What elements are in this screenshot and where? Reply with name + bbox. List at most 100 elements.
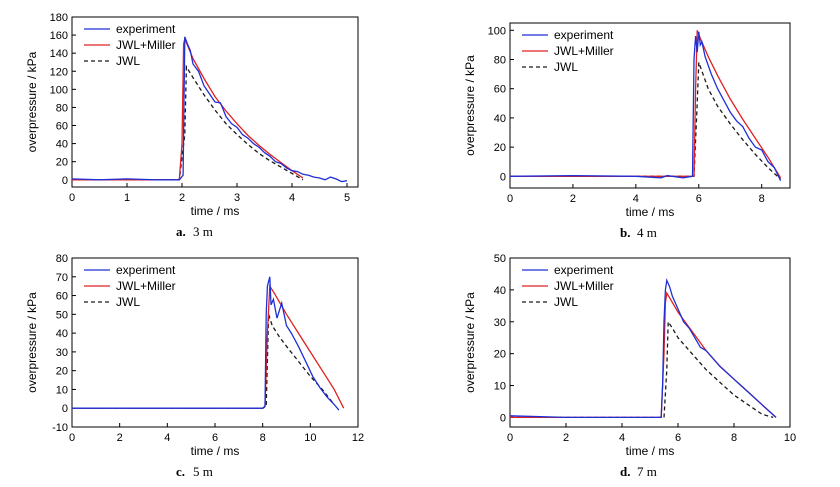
x-tick-label: 10: [784, 432, 796, 444]
series-line-jwl: [72, 314, 335, 409]
chart-panel-1: 0 1 2 3 4 5 0 20 40 60 80 100 120 140 160 180 time / ms o…: [25, 12, 359, 239]
series-line-jwl-miller: [72, 36, 304, 181]
y-tick-label: 20: [56, 157, 68, 169]
panel-caption-letter: b.: [620, 225, 630, 240]
legend-label: experiment: [554, 263, 614, 277]
series-line-experiment: [72, 36, 348, 183]
legend-label: experiment: [116, 22, 176, 36]
y-tick-label: 10: [56, 384, 68, 396]
y-axis-label: overpressure / kPa: [463, 55, 477, 156]
y-tick-label: 100: [488, 25, 506, 37]
x-tick-label: 5: [344, 192, 350, 204]
y-tick-label: 0: [62, 403, 68, 415]
x-axis-label: time / ms: [626, 205, 675, 219]
y-axis-label: overpressure / kPa: [25, 51, 39, 152]
x-tick-label: 0: [69, 432, 75, 444]
x-tick-label: 2: [117, 432, 123, 444]
y-tick-label: 120: [50, 66, 68, 78]
panel-caption-letter: d.: [620, 464, 630, 479]
legend-label: JWL: [116, 54, 140, 68]
y-tick-label: 180: [50, 12, 68, 24]
legend-label: experiment: [116, 263, 176, 277]
x-tick-label: 0: [507, 193, 513, 205]
y-tick-label: -10: [52, 422, 68, 434]
x-tick-label: 0: [69, 192, 75, 204]
legend-label: JWL: [554, 60, 578, 74]
x-tick-label: 4: [619, 432, 625, 444]
y-tick-label: 0: [500, 171, 506, 183]
y-tick-label: 20: [494, 142, 506, 154]
y-tick-label: 30: [494, 317, 506, 329]
y-tick-label: 160: [50, 30, 68, 42]
x-tick-label: 4: [633, 193, 639, 205]
y-tick-label: 60: [56, 121, 68, 133]
plot-frame: [509, 22, 791, 189]
panel-caption-text: 7 m: [637, 464, 657, 479]
x-axis-label: time / ms: [191, 444, 240, 458]
y-tick-label: 40: [494, 285, 506, 297]
x-tick-label: 8: [759, 193, 765, 205]
y-tick-label: 80: [56, 102, 68, 114]
panel-caption-letter: a.: [176, 224, 186, 239]
x-tick-label: 2: [563, 432, 569, 444]
series-line-jwl: [510, 62, 782, 180]
x-tick-label: 3: [234, 192, 240, 204]
panel-caption-text: 3 m: [193, 224, 213, 239]
series-line-jwl: [72, 64, 304, 181]
x-tick-label: 6: [696, 193, 702, 205]
y-tick-label: 0: [62, 175, 68, 187]
x-tick-label: 4: [289, 192, 295, 204]
y-tick-label: 60: [494, 84, 506, 96]
panel-caption-text: 4 m: [637, 225, 657, 240]
y-tick-label: 20: [56, 366, 68, 378]
series-line-jwl-miller: [72, 284, 345, 409]
y-tick-label: 80: [56, 253, 68, 265]
series-line-jwl: [510, 319, 774, 419]
y-tick-label: 30: [56, 347, 68, 359]
y-tick-label: 20: [494, 349, 506, 361]
x-axis-label: time / ms: [626, 444, 675, 458]
legend-label: JWL: [116, 295, 140, 309]
series-line-experiment: [72, 276, 340, 411]
y-tick-label: 50: [494, 253, 506, 265]
y-axis-label: overpressure / kPa: [463, 292, 477, 393]
series-line-experiment: [510, 31, 782, 181]
x-tick-label: 8: [260, 432, 266, 444]
y-tick-label: 140: [50, 48, 68, 60]
plot-frame: [509, 257, 791, 428]
x-tick-label: 6: [212, 432, 218, 444]
legend-label: JWL+Miller: [116, 279, 176, 293]
x-tick-label: 12: [352, 432, 364, 444]
legend-label: JWL+Miller: [116, 38, 176, 52]
panel-caption-letter: c.: [176, 464, 185, 479]
y-tick-label: 70: [56, 272, 68, 284]
y-tick-label: 40: [56, 139, 68, 151]
y-tick-label: 40: [494, 113, 506, 125]
series-line-jwl-miller: [510, 291, 777, 419]
x-tick-label: 2: [179, 192, 185, 204]
x-tick-label: 1: [124, 192, 130, 204]
legend-label: JWL: [554, 295, 578, 309]
y-axis-label: overpressure / kPa: [25, 292, 39, 393]
x-tick-label: 2: [570, 193, 576, 205]
panel-caption-text: 5 m: [193, 464, 213, 479]
y-tick-label: 100: [50, 84, 68, 96]
chart-panel-4: 0 2 4 6 8 10 0 10 20 30 40 50 time / ms overpressure …: [463, 253, 796, 479]
plot-frame: [71, 16, 359, 188]
x-tick-label: 8: [731, 432, 737, 444]
series-line-experiment: [510, 277, 777, 419]
y-tick-label: 60: [56, 291, 68, 303]
plot-frame: [71, 257, 359, 428]
legend-label: JWL+Miller: [554, 279, 614, 293]
x-tick-label: 10: [304, 432, 316, 444]
series-line-jwl-miller: [510, 30, 782, 179]
legend-label: experiment: [554, 28, 614, 42]
y-tick-label: 10: [494, 381, 506, 393]
x-axis-label: time / ms: [191, 204, 240, 218]
y-tick-label: 50: [56, 309, 68, 321]
x-tick-label: 6: [675, 432, 681, 444]
x-tick-label: 4: [164, 432, 170, 444]
